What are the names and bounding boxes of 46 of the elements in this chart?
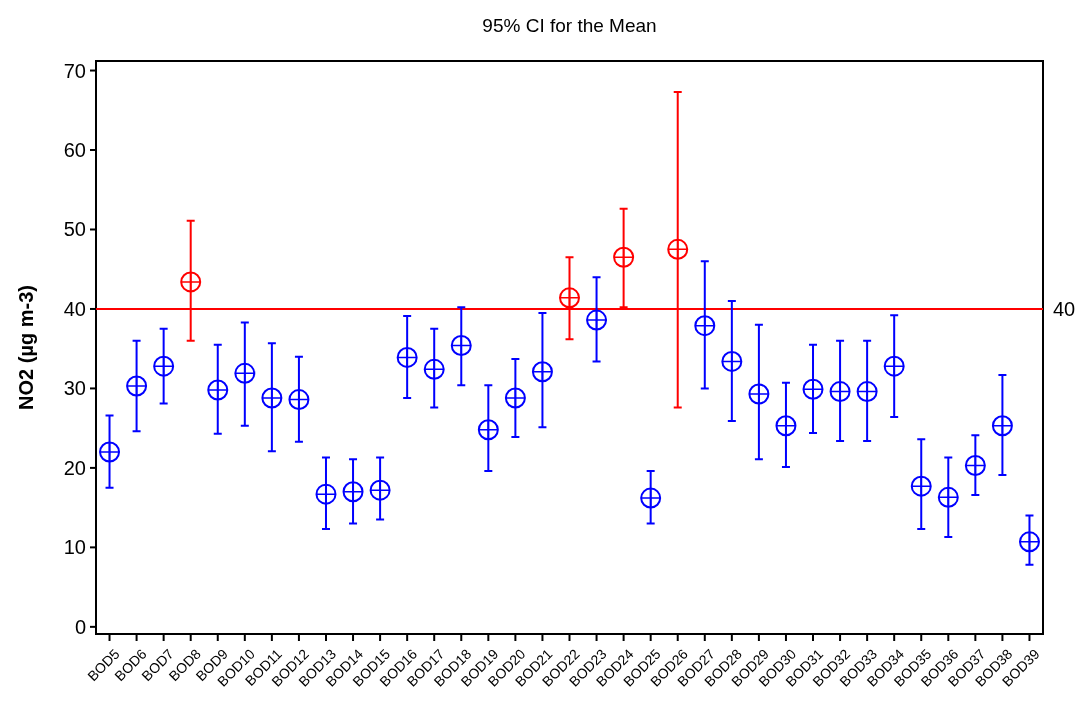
point [667,238,689,260]
point [396,346,418,368]
point [721,350,743,372]
point [937,486,959,508]
point [477,419,499,441]
chart-title: 95% CI for the Mean [482,15,657,36]
y-tick-label: 0 [74,615,86,638]
point [856,381,878,403]
point [1018,531,1040,553]
y-tick-label: 50 [63,218,86,241]
point [964,455,986,477]
point [369,479,391,501]
point [559,287,580,309]
point [694,315,716,337]
point [234,362,256,384]
point [153,355,175,377]
point [586,309,608,331]
point [883,355,905,377]
point [748,383,770,405]
point [613,246,635,268]
y-axis-title: NO2 (µg m-3) [15,285,37,410]
point [288,389,310,411]
point [829,381,851,403]
point [180,271,202,293]
y-tick-label: 40 [63,297,86,320]
point [99,441,121,463]
y-tick-label: 20 [63,456,86,479]
point [450,335,472,357]
point [802,378,824,400]
point [910,475,932,497]
ref-line-label: 40 [1053,297,1076,320]
point [261,387,283,409]
point [991,415,1013,437]
point [423,358,445,380]
point [207,379,229,401]
y-tick-label: 10 [63,536,86,559]
y-tick-label: 30 [63,377,86,400]
point [504,387,526,409]
point [775,415,797,437]
y-tick-label: 70 [63,59,86,82]
point [531,361,553,383]
point [640,487,662,509]
point [315,483,337,505]
point [342,481,364,503]
y-tick-label: 60 [63,139,86,162]
point [126,375,148,397]
